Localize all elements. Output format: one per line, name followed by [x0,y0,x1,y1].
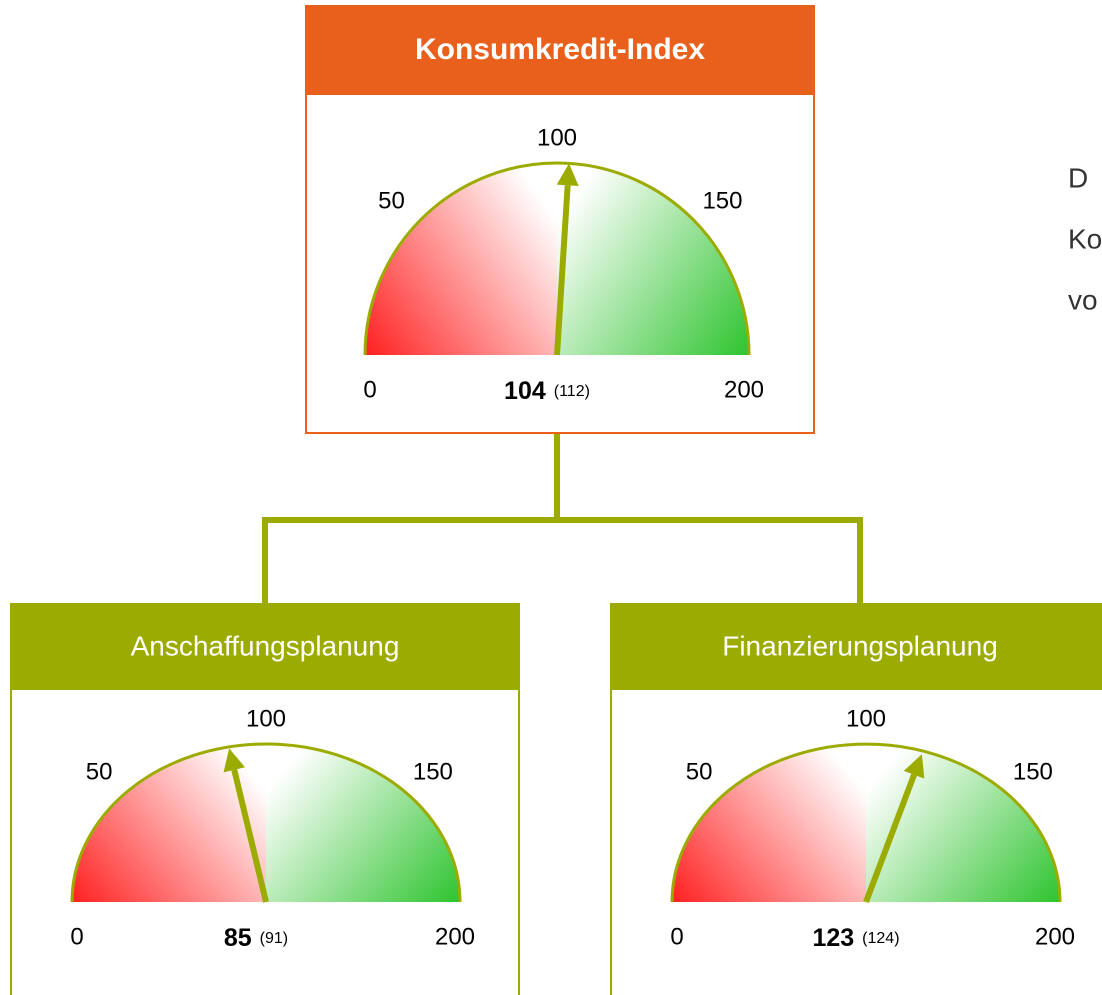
value-label: 123 (124) [812,924,899,952]
gauge-left [72,744,266,902]
value: 85 [224,924,252,952]
gauge-arc [70,742,462,903]
tick-label: 150 [1013,759,1053,786]
gauge-left [365,163,557,355]
tick-label: 150 [413,759,453,786]
previous-value: (124) [862,930,899,947]
tick-label: 0 [70,923,83,950]
value: 104 [504,377,546,405]
tick-label: 200 [435,923,475,950]
node-title: Anschaffungsplanung [131,630,400,661]
node-title: Finanzierungsplanung [722,630,998,661]
node-title: Konsumkredit-Index [415,33,705,66]
needle [863,773,917,904]
tick-label: 50 [686,759,713,786]
needle-head [556,163,579,187]
connectors [262,433,863,604]
side-text: vo [1068,284,1098,315]
node-header [10,603,520,690]
gauge-right [866,744,1060,902]
previous-value: (112) [554,383,590,400]
needle [231,769,269,903]
side-text: Ko [1068,223,1102,254]
value-label: 104 (112) [504,377,590,405]
node-header [610,603,1102,690]
previous-value: (91) [260,930,288,947]
needle-head [903,754,925,779]
connector [262,433,863,604]
tick-label: 100 [846,705,886,732]
tick-label: 100 [246,705,286,732]
tick-label: 50 [378,188,405,215]
tick-label: 200 [1035,923,1075,950]
value-label: 85 (91) [224,924,288,952]
tick-label: 200 [724,376,764,403]
tick-label: 100 [537,124,577,151]
needle-head [223,748,245,773]
gauge-right [557,163,749,355]
value: 123 [812,924,854,952]
node-header [305,5,815,95]
gauge-arc [363,161,751,356]
tick-label: 50 [86,759,113,786]
gauge-arc [670,742,1062,903]
tick-label: 150 [702,188,742,215]
tick-label: 0 [670,923,683,950]
gauge-left [672,744,866,902]
tick-label: 0 [363,376,376,403]
needle [554,185,571,356]
side-text: D [1068,162,1088,193]
gauge-right [266,744,460,902]
